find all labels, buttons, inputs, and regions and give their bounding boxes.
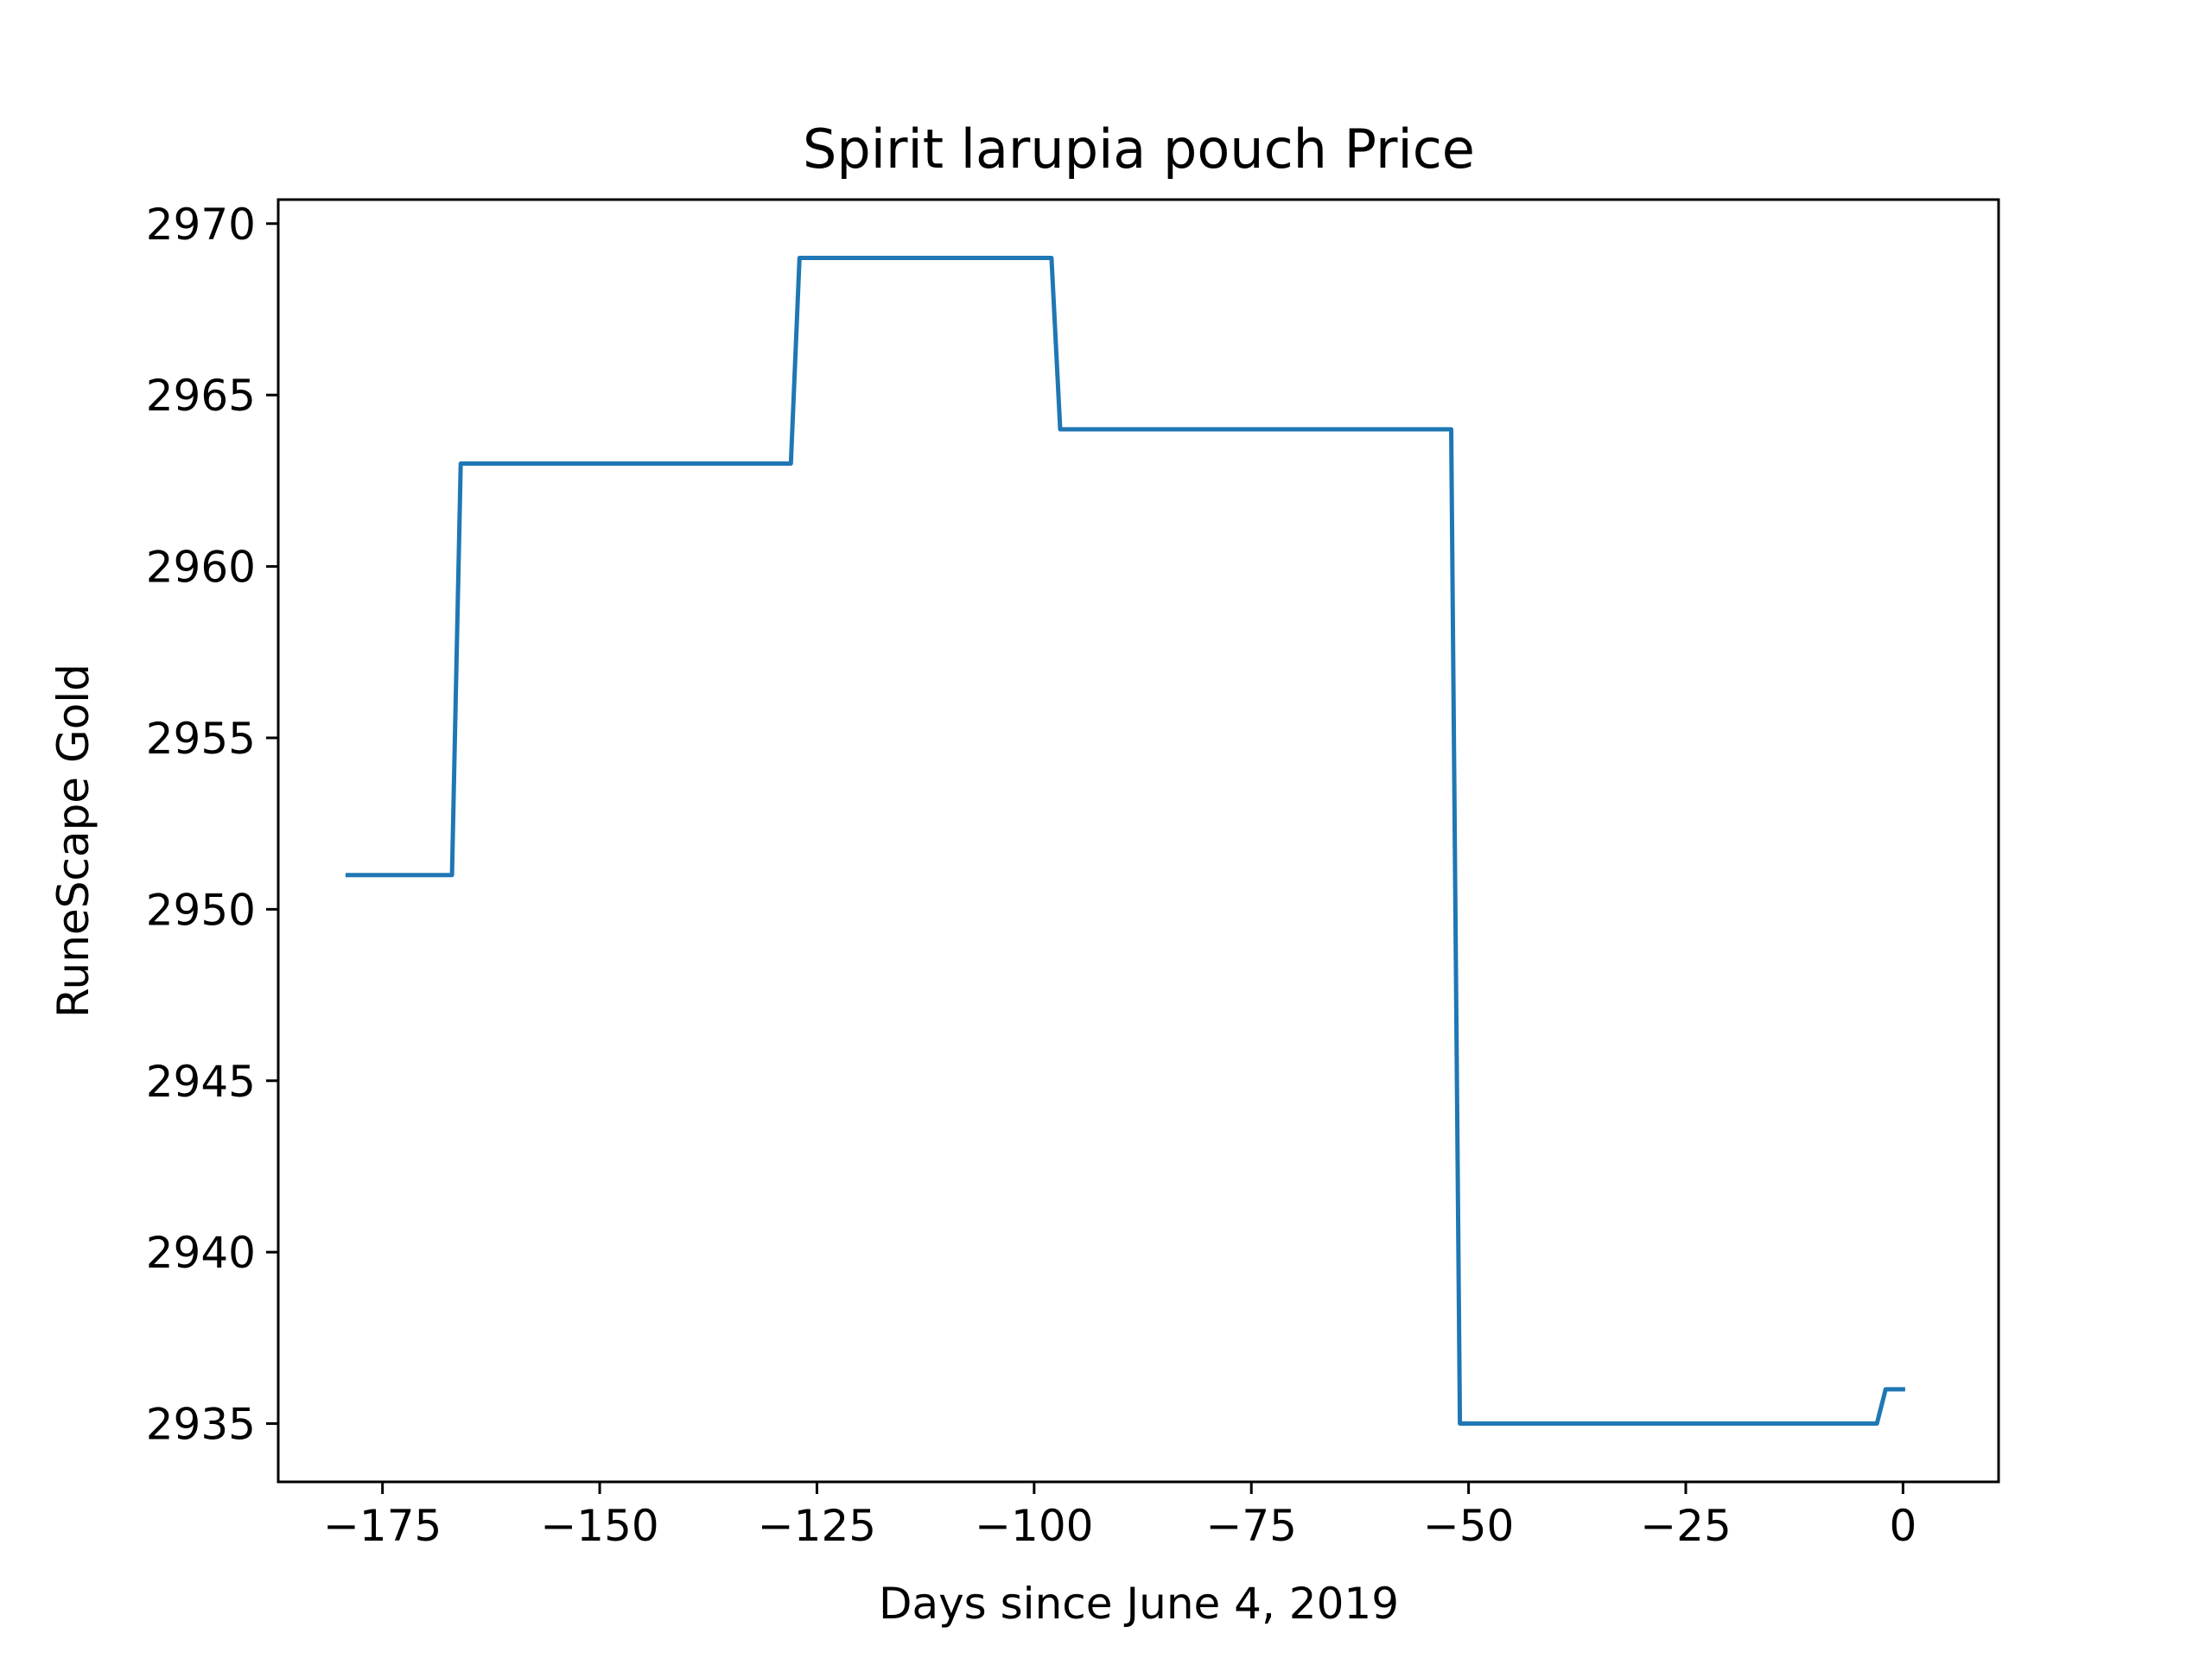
plot-area <box>345 256 1905 1426</box>
y-tick-label: 2950 <box>146 885 256 935</box>
x-axis-label: Days since June 4, 2019 <box>879 1579 1399 1629</box>
x-tick-label: −75 <box>1205 1501 1297 1551</box>
axes-frame <box>276 198 2000 1484</box>
y-tick-label: 2970 <box>146 200 256 250</box>
series-line-0 <box>345 256 1905 1426</box>
y-tick-label: 2935 <box>146 1400 256 1450</box>
y-axis-ticks: 2935 2940 2945 2950 2955 2960 2965 2970 <box>146 200 278 1450</box>
x-tick-label: −25 <box>1640 1501 1732 1551</box>
y-tick-label: 2965 <box>146 371 256 421</box>
y-tick-label: 2940 <box>146 1228 256 1278</box>
x-tick-label: −125 <box>758 1501 876 1551</box>
y-tick-label: 2945 <box>146 1057 256 1107</box>
x-tick-label: 0 <box>1889 1501 1916 1551</box>
x-tick-label: −50 <box>1423 1501 1515 1551</box>
x-tick-label: −150 <box>540 1501 658 1551</box>
y-tick-label: 2960 <box>146 543 256 593</box>
y-tick-label: 2955 <box>146 714 256 764</box>
x-axis-ticks: −175 −150 −125 −100 −75 −50 −25 0 <box>323 1482 1916 1551</box>
y-axis-label: RuneScape Gold <box>48 664 99 1018</box>
x-tick-label: −100 <box>975 1501 1093 1551</box>
x-tick-label: −175 <box>323 1501 442 1551</box>
chart-title: Spirit larupia pouch Price <box>803 118 1475 181</box>
